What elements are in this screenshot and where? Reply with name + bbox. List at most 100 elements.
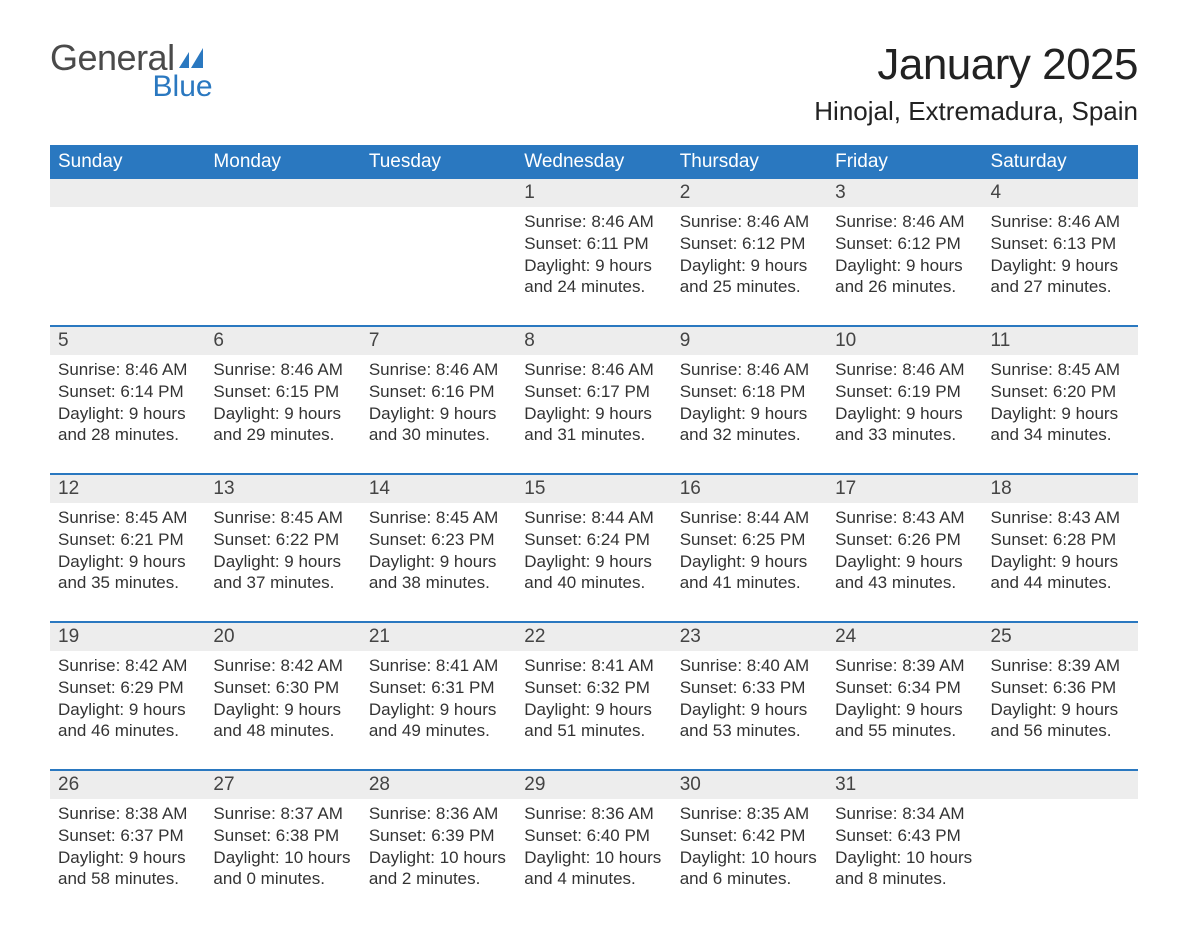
sunset-line: Sunset: 6:34 PM bbox=[835, 677, 974, 699]
sunrise-line: Sunrise: 8:46 AM bbox=[835, 211, 974, 233]
calendar-day: 28Sunrise: 8:36 AMSunset: 6:39 PMDayligh… bbox=[361, 771, 516, 899]
day-details: Sunrise: 8:46 AMSunset: 6:11 PMDaylight:… bbox=[516, 207, 671, 302]
logo-text-blue: Blue bbox=[128, 72, 213, 102]
sunset-line: Sunset: 6:25 PM bbox=[680, 529, 819, 551]
daylight-line-1: Daylight: 10 hours bbox=[524, 847, 663, 869]
day-number: 11 bbox=[983, 327, 1138, 355]
daylight-line-1: Daylight: 9 hours bbox=[680, 403, 819, 425]
daylight-line-1: Daylight: 9 hours bbox=[369, 403, 508, 425]
sunset-line: Sunset: 6:17 PM bbox=[524, 381, 663, 403]
daylight-line-1: Daylight: 9 hours bbox=[524, 551, 663, 573]
daylight-line-1: Daylight: 9 hours bbox=[991, 699, 1130, 721]
daylight-line-2: and 46 minutes. bbox=[58, 720, 197, 742]
sunset-line: Sunset: 6:18 PM bbox=[680, 381, 819, 403]
day-number: 31 bbox=[827, 771, 982, 799]
sunrise-line: Sunrise: 8:44 AM bbox=[680, 507, 819, 529]
calendar-day: 2Sunrise: 8:46 AMSunset: 6:12 PMDaylight… bbox=[672, 179, 827, 307]
calendar-day: 13Sunrise: 8:45 AMSunset: 6:22 PMDayligh… bbox=[205, 475, 360, 603]
sunrise-line: Sunrise: 8:44 AM bbox=[524, 507, 663, 529]
calendar-day: 24Sunrise: 8:39 AMSunset: 6:34 PMDayligh… bbox=[827, 623, 982, 751]
daylight-line-1: Daylight: 9 hours bbox=[369, 699, 508, 721]
daylight-line-1: Daylight: 10 hours bbox=[835, 847, 974, 869]
day-number: 29 bbox=[516, 771, 671, 799]
day-details: Sunrise: 8:42 AMSunset: 6:30 PMDaylight:… bbox=[205, 651, 360, 746]
day-number: 13 bbox=[205, 475, 360, 503]
day-details: Sunrise: 8:39 AMSunset: 6:34 PMDaylight:… bbox=[827, 651, 982, 746]
calendar-day-empty bbox=[361, 179, 516, 307]
day-details: Sunrise: 8:35 AMSunset: 6:42 PMDaylight:… bbox=[672, 799, 827, 894]
calendar-day: 27Sunrise: 8:37 AMSunset: 6:38 PMDayligh… bbox=[205, 771, 360, 899]
sunrise-line: Sunrise: 8:46 AM bbox=[213, 359, 352, 381]
calendar-week-row: 1Sunrise: 8:46 AMSunset: 6:11 PMDaylight… bbox=[50, 179, 1138, 307]
daylight-line-1: Daylight: 9 hours bbox=[213, 403, 352, 425]
daylight-line-2: and 8 minutes. bbox=[835, 868, 974, 890]
daylight-line-2: and 35 minutes. bbox=[58, 572, 197, 594]
day-number: 6 bbox=[205, 327, 360, 355]
day-details: Sunrise: 8:44 AMSunset: 6:24 PMDaylight:… bbox=[516, 503, 671, 598]
sunrise-line: Sunrise: 8:45 AM bbox=[213, 507, 352, 529]
daylight-line-2: and 38 minutes. bbox=[369, 572, 508, 594]
sunrise-line: Sunrise: 8:45 AM bbox=[369, 507, 508, 529]
daylight-line-1: Daylight: 9 hours bbox=[58, 699, 197, 721]
daylight-line-1: Daylight: 9 hours bbox=[835, 551, 974, 573]
day-number: 24 bbox=[827, 623, 982, 651]
day-number: 14 bbox=[361, 475, 516, 503]
day-details: Sunrise: 8:46 AMSunset: 6:19 PMDaylight:… bbox=[827, 355, 982, 450]
sunset-line: Sunset: 6:16 PM bbox=[369, 381, 508, 403]
day-details: Sunrise: 8:45 AMSunset: 6:21 PMDaylight:… bbox=[50, 503, 205, 598]
calendar-day: 18Sunrise: 8:43 AMSunset: 6:28 PMDayligh… bbox=[983, 475, 1138, 603]
sunrise-line: Sunrise: 8:36 AM bbox=[524, 803, 663, 825]
day-details: Sunrise: 8:45 AMSunset: 6:20 PMDaylight:… bbox=[983, 355, 1138, 450]
day-details: Sunrise: 8:34 AMSunset: 6:43 PMDaylight:… bbox=[827, 799, 982, 894]
sunrise-line: Sunrise: 8:46 AM bbox=[835, 359, 974, 381]
day-of-week-cell: Friday bbox=[827, 145, 982, 179]
day-details: Sunrise: 8:37 AMSunset: 6:38 PMDaylight:… bbox=[205, 799, 360, 894]
day-details: Sunrise: 8:43 AMSunset: 6:28 PMDaylight:… bbox=[983, 503, 1138, 598]
sunset-line: Sunset: 6:14 PM bbox=[58, 381, 197, 403]
sunrise-line: Sunrise: 8:40 AM bbox=[680, 655, 819, 677]
sunrise-line: Sunrise: 8:46 AM bbox=[524, 211, 663, 233]
daylight-line-1: Daylight: 9 hours bbox=[680, 551, 819, 573]
day-details: Sunrise: 8:39 AMSunset: 6:36 PMDaylight:… bbox=[983, 651, 1138, 746]
sunset-line: Sunset: 6:19 PM bbox=[835, 381, 974, 403]
daylight-line-2: and 48 minutes. bbox=[213, 720, 352, 742]
day-details: Sunrise: 8:38 AMSunset: 6:37 PMDaylight:… bbox=[50, 799, 205, 894]
sunset-line: Sunset: 6:29 PM bbox=[58, 677, 197, 699]
day-number: 23 bbox=[672, 623, 827, 651]
day-of-week-cell: Saturday bbox=[983, 145, 1138, 179]
daylight-line-2: and 40 minutes. bbox=[524, 572, 663, 594]
daylight-line-2: and 28 minutes. bbox=[58, 424, 197, 446]
calendar-week-row: 12Sunrise: 8:45 AMSunset: 6:21 PMDayligh… bbox=[50, 473, 1138, 603]
sunset-line: Sunset: 6:33 PM bbox=[680, 677, 819, 699]
daylight-line-2: and 33 minutes. bbox=[835, 424, 974, 446]
calendar-day: 4Sunrise: 8:46 AMSunset: 6:13 PMDaylight… bbox=[983, 179, 1138, 307]
calendar-day: 1Sunrise: 8:46 AMSunset: 6:11 PMDaylight… bbox=[516, 179, 671, 307]
calendar-day: 15Sunrise: 8:44 AMSunset: 6:24 PMDayligh… bbox=[516, 475, 671, 603]
calendar-day: 7Sunrise: 8:46 AMSunset: 6:16 PMDaylight… bbox=[361, 327, 516, 455]
day-of-week-cell: Tuesday bbox=[361, 145, 516, 179]
day-details: Sunrise: 8:46 AMSunset: 6:16 PMDaylight:… bbox=[361, 355, 516, 450]
daylight-line-1: Daylight: 9 hours bbox=[680, 699, 819, 721]
daylight-line-2: and 58 minutes. bbox=[58, 868, 197, 890]
calendar-day: 11Sunrise: 8:45 AMSunset: 6:20 PMDayligh… bbox=[983, 327, 1138, 455]
day-number bbox=[983, 771, 1138, 799]
daylight-line-1: Daylight: 9 hours bbox=[835, 255, 974, 277]
day-details: Sunrise: 8:40 AMSunset: 6:33 PMDaylight:… bbox=[672, 651, 827, 746]
calendar-day-empty bbox=[50, 179, 205, 307]
sunset-line: Sunset: 6:12 PM bbox=[835, 233, 974, 255]
sunset-line: Sunset: 6:31 PM bbox=[369, 677, 508, 699]
sunset-line: Sunset: 6:28 PM bbox=[991, 529, 1130, 551]
day-details: Sunrise: 8:46 AMSunset: 6:12 PMDaylight:… bbox=[827, 207, 982, 302]
day-number: 28 bbox=[361, 771, 516, 799]
day-of-week-header: SundayMondayTuesdayWednesdayThursdayFrid… bbox=[50, 145, 1138, 179]
daylight-line-2: and 44 minutes. bbox=[991, 572, 1130, 594]
day-number: 19 bbox=[50, 623, 205, 651]
day-number: 5 bbox=[50, 327, 205, 355]
sunrise-line: Sunrise: 8:35 AM bbox=[680, 803, 819, 825]
sunset-line: Sunset: 6:21 PM bbox=[58, 529, 197, 551]
daylight-line-1: Daylight: 9 hours bbox=[680, 255, 819, 277]
day-details: Sunrise: 8:46 AMSunset: 6:18 PMDaylight:… bbox=[672, 355, 827, 450]
daylight-line-2: and 32 minutes. bbox=[680, 424, 819, 446]
sunset-line: Sunset: 6:37 PM bbox=[58, 825, 197, 847]
daylight-line-1: Daylight: 10 hours bbox=[369, 847, 508, 869]
